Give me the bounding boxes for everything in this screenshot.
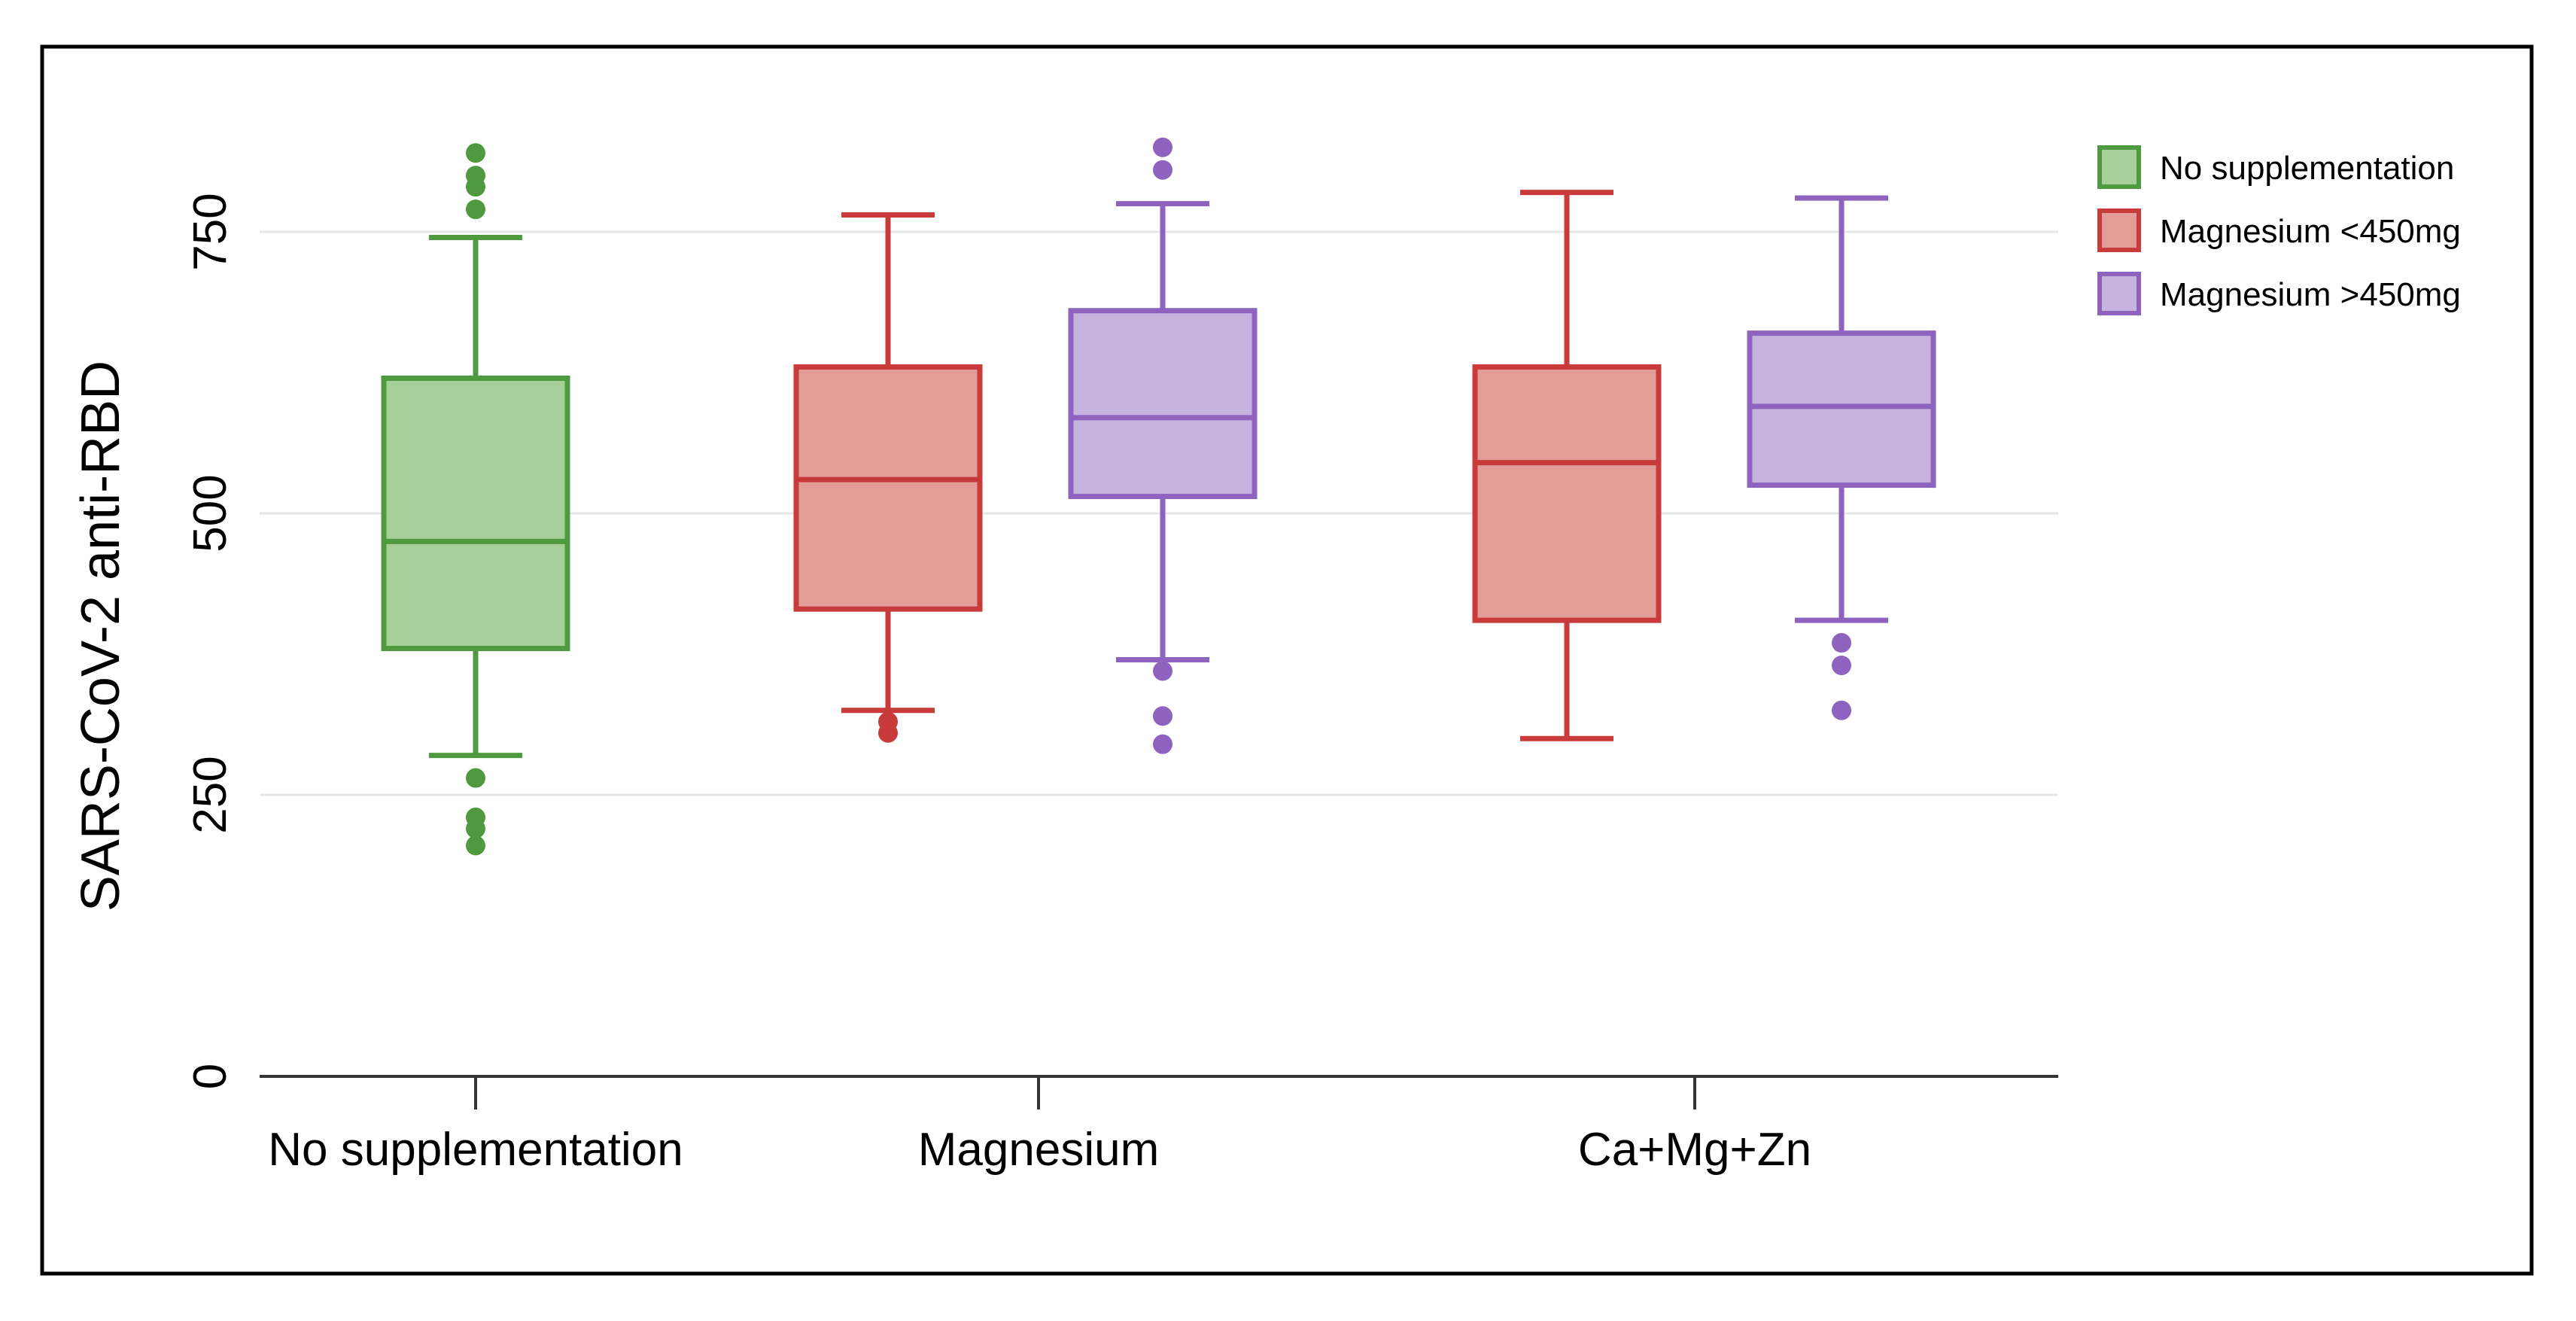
- legend-label-1: Magnesium <450mg: [2160, 213, 2461, 250]
- outlier-point-7: [466, 143, 485, 163]
- outlier-point-3: [466, 836, 485, 856]
- outlier-point-6: [466, 166, 485, 186]
- outlier-point-2: [466, 818, 485, 839]
- box-iqr: [1747, 330, 1936, 489]
- outlier-point-0: [1832, 633, 1851, 653]
- legend-label-2: Magnesium >450mg: [2160, 276, 2461, 313]
- outlier-point-4: [466, 199, 485, 220]
- legend-label-0: No supplementation: [2160, 150, 2454, 187]
- figure-frame: [40, 44, 2534, 1276]
- box-0-0: [381, 143, 570, 856]
- y-tick-label-750: 750: [184, 193, 236, 270]
- box-iqr: [1068, 308, 1258, 500]
- plot-area: [381, 137, 1936, 856]
- axes: 0 250 500 750 No supplementation Magnesium Ca+…: [184, 193, 2058, 1176]
- legend-swatch-2: [2097, 272, 2141, 315]
- y-tick-label-500: 500: [184, 474, 236, 552]
- box-iqr: [381, 375, 570, 652]
- outlier-point-1: [1153, 706, 1172, 726]
- legend-swatch-1: [2097, 208, 2141, 252]
- y-tick-label-0: 0: [184, 1064, 236, 1089]
- outlier-point-0: [466, 768, 485, 788]
- y-axis-title: SARS-CoV-2 anti-RBD: [71, 361, 131, 912]
- x-tick-label-1: Magnesium: [918, 1124, 1159, 1176]
- box-iqr: [1472, 364, 1662, 623]
- box-1-1: [1472, 190, 1662, 741]
- outlier-point-3: [1153, 160, 1172, 180]
- x-tick-label-0: No supplementation: [268, 1124, 683, 1176]
- outlier-point-1: [878, 723, 898, 743]
- box-2-0: [1068, 137, 1258, 754]
- outlier-point-1: [1832, 655, 1851, 675]
- outlier-point-2: [1153, 734, 1172, 754]
- box-2-1: [1747, 195, 1936, 720]
- legend: No supplementation Magnesium <450mg Magnes…: [2097, 145, 2461, 315]
- box-iqr: [793, 364, 983, 612]
- outlier-point-0: [1153, 661, 1172, 681]
- outlier-point-2: [1832, 700, 1851, 720]
- legend-swatch-0: [2097, 145, 2141, 189]
- outlier-point-4: [1153, 137, 1172, 157]
- box-1-0: [793, 212, 983, 743]
- y-tick-label-250: 250: [184, 756, 236, 833]
- x-tick-label-2: Ca+Mg+Zn: [1578, 1124, 1811, 1176]
